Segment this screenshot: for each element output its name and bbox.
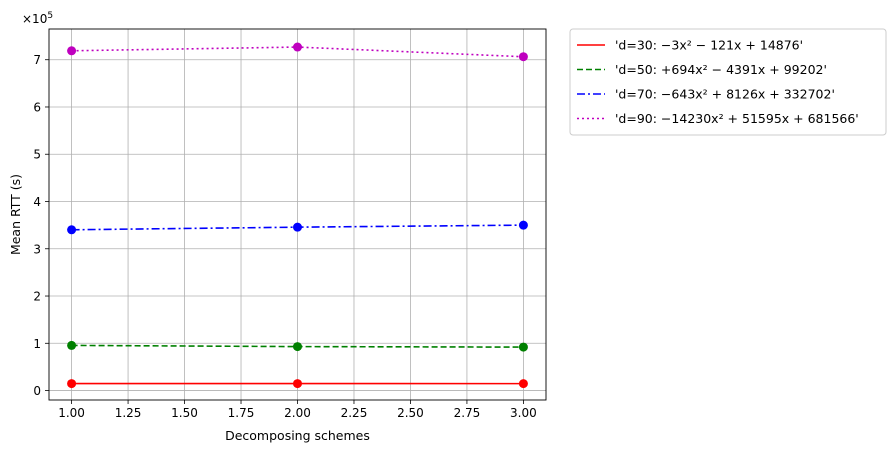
series-4 (67, 42, 528, 62)
x-tick-label: 1.00 (58, 406, 85, 420)
series-3 (67, 220, 528, 235)
legend-label: 'd=90: −14230x² + 51595x + 681566' (615, 111, 859, 126)
x-tick-label: 2.25 (341, 406, 368, 420)
y-axis-label: Mean RTT (s) (8, 174, 23, 255)
y-tick-label: 6 (33, 100, 41, 114)
x-axis-label: Decomposing schemes (225, 428, 370, 443)
y-tick-label: 3 (33, 242, 41, 256)
data-point (293, 42, 302, 52)
data-point (67, 340, 77, 350)
y-tick-label: 2 (33, 290, 41, 304)
x-tick-label: 1.75 (228, 406, 255, 420)
series-layer (67, 42, 528, 389)
series-1 (67, 379, 528, 389)
legend-label: 'd=30: −3x² − 121x + 14876' (615, 38, 803, 53)
y-axis-offset-label: ×105 (22, 11, 53, 26)
axes: 1.00 1.25 1.50 1.75 2.00 2.25 2.50 2.75 3.00 0 1 2 3… (33, 53, 536, 420)
data-point (67, 225, 77, 235)
x-tick-label: 2.50 (397, 406, 424, 420)
data-point (518, 342, 528, 352)
data-point (293, 222, 302, 232)
data-point (518, 220, 528, 230)
legend-frame (569, 28, 887, 136)
x-tick-label: 3.00 (510, 406, 537, 420)
x-tick-label: 1.50 (171, 406, 198, 420)
x-tick-label: 2.00 (284, 406, 311, 420)
legend: 'd=30: −3x² − 121x + 14876' 'd=50: +694x²… (569, 28, 887, 136)
data-point (293, 342, 302, 352)
y-tick-label: 7 (33, 53, 41, 67)
legend-label: 'd=50: +694x² − 4391x + 99202' (615, 62, 827, 77)
data-point (518, 52, 528, 62)
y-tick-label: 1 (33, 337, 41, 351)
grid (49, 29, 546, 400)
series-2 (67, 340, 528, 352)
data-point (67, 46, 77, 56)
y-tick-label: 5 (33, 148, 41, 162)
x-tick-label: 1.25 (115, 406, 142, 420)
data-point (67, 379, 77, 389)
y-tick-label: 0 (33, 384, 41, 398)
data-point (293, 379, 302, 389)
x-tick-label: 2.75 (454, 406, 481, 420)
legend-label: 'd=70: −643x² + 8126x + 332702' (615, 87, 835, 102)
y-tick-label: 4 (33, 195, 41, 209)
data-point (518, 379, 528, 389)
